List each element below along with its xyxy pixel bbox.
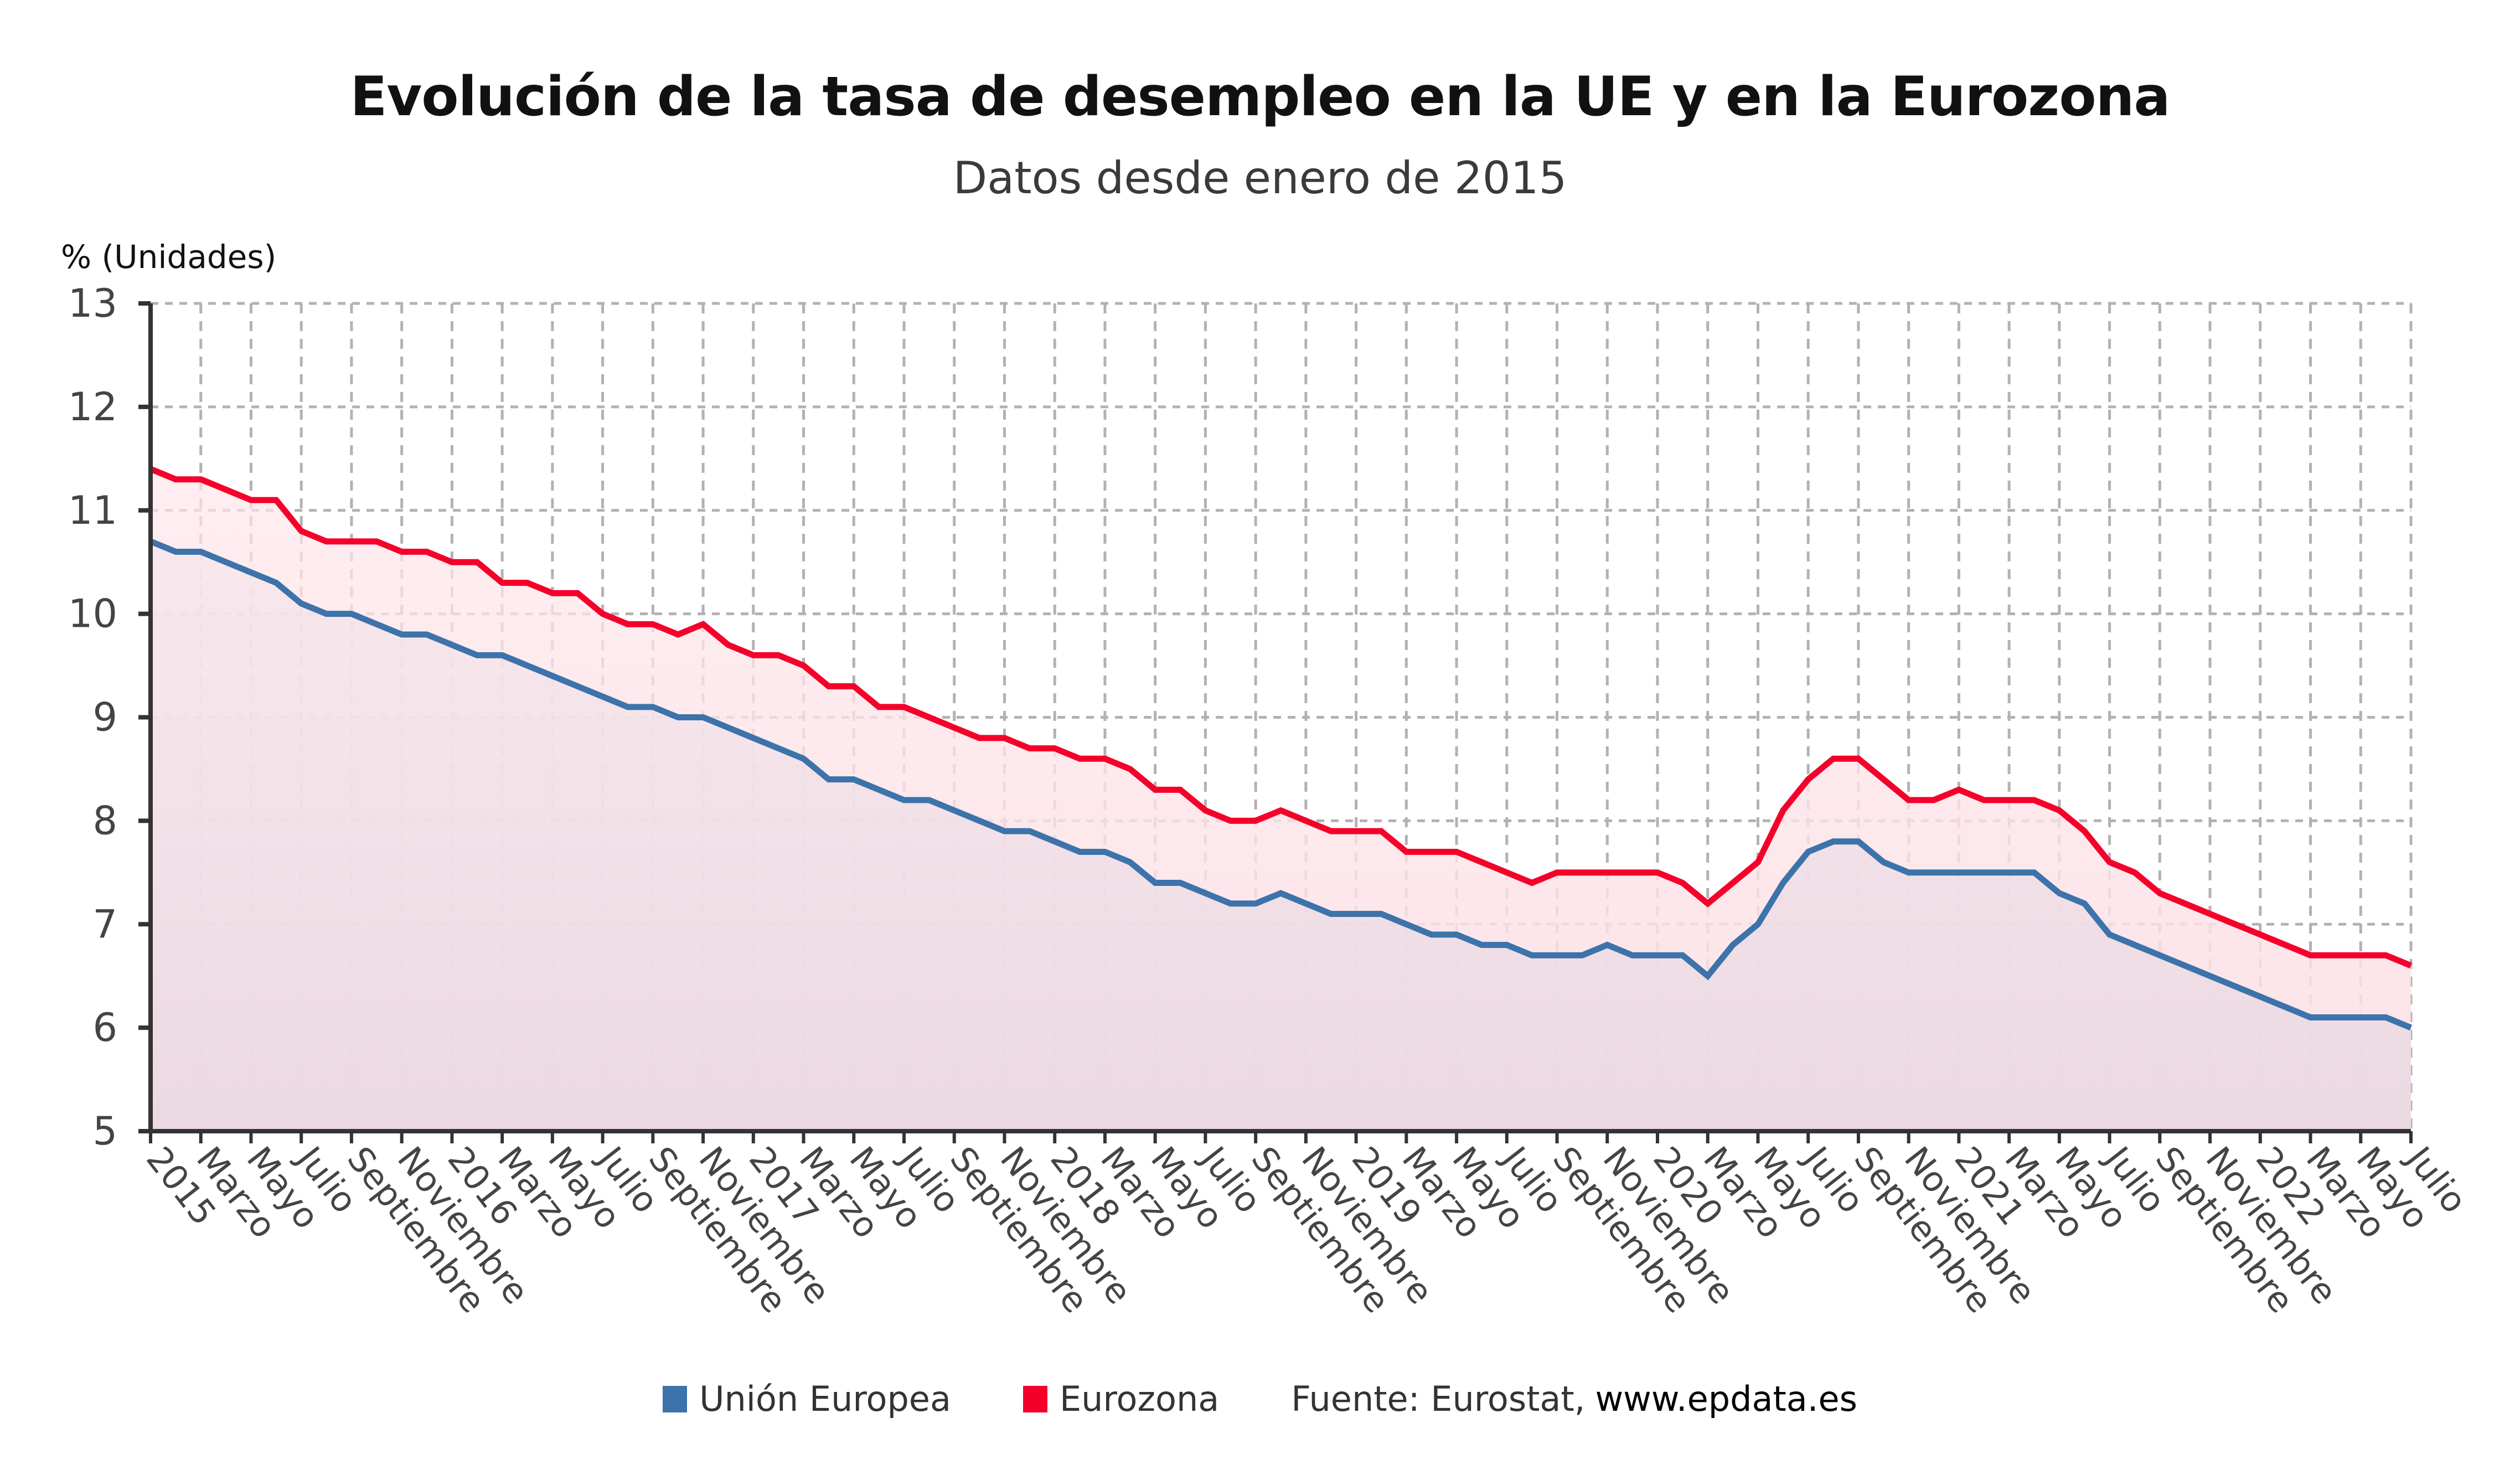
legend-item-eurozona: Eurozona [1023,1379,1219,1419]
source: Fuente: Eurostat, www.epdata.es [1291,1379,1857,1419]
chart-subtitle: Datos desde enero de 2015 [953,152,1567,204]
x-tick-labels: 2015MarzoMayoJulioSeptiembreNoviembre201… [138,1137,2475,1321]
line-ue [149,538,2413,1031]
series-lines [149,466,2413,1031]
source-label: Fuente: Eurostat, [1291,1379,1586,1419]
source-link[interactable]: www.epdata.es [1595,1379,1857,1419]
y-tick-label: 5 [92,1108,117,1154]
chart-title: Evolución de la tasa de desempleo en la … [350,65,2170,128]
legend-swatch-eurozona [1023,1385,1047,1412]
legend-label-eurozona: Eurozona [1059,1379,1220,1419]
legend-item-ue: Unión Europea [663,1379,951,1419]
y-tick-label: 11 [68,488,117,533]
y-tick-label: 10 [68,591,117,637]
y-tick-label: 7 [92,901,117,947]
legend-label-ue: Unión Europea [699,1379,951,1419]
legend-swatch-ue [663,1385,688,1412]
line-eurozona [149,466,2413,969]
y-tick-label: 13 [68,281,117,326]
area-ue [151,541,2411,1131]
y-tick-label: 6 [92,1005,117,1050]
y-axis-label: % (Unidades) [61,238,277,276]
legend: Unión Europea Eurozona Fuente: Eurostat,… [0,1379,2520,1419]
y-tick-label: 8 [92,798,117,843]
y-tick-labels: 5 6 7 8 9 10 11 12 13 [68,281,117,1154]
area-fills [151,469,2411,1131]
axes [138,301,2413,1143]
y-tick-label: 12 [68,384,117,430]
y-tick-label: 9 [92,695,117,740]
